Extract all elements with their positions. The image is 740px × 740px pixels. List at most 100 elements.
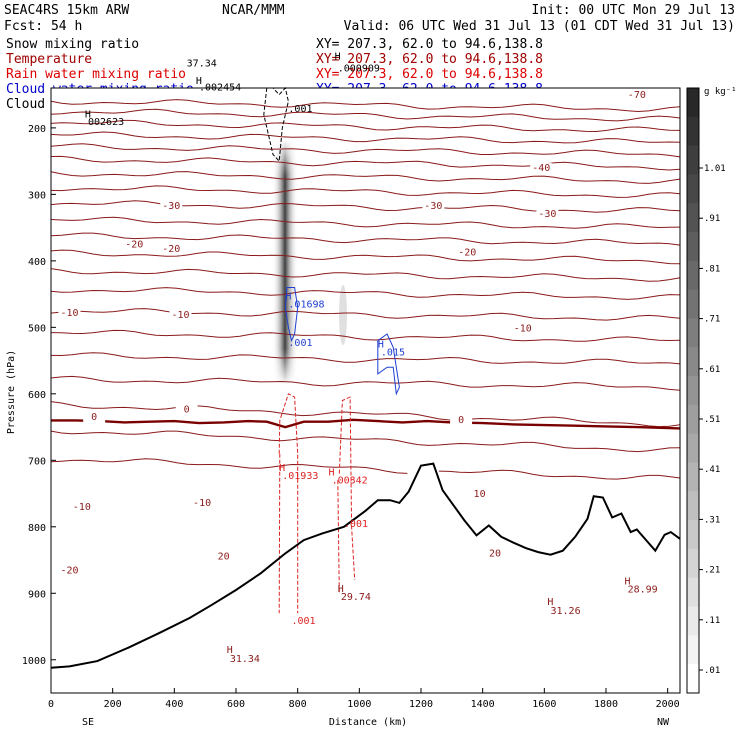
isotherm-label: 0 (91, 412, 97, 423)
y-tick-label: 1000 (22, 656, 46, 667)
isotherm-label-bg (530, 163, 553, 175)
isotherm-line (50, 108, 681, 122)
extremum-label: H (227, 645, 233, 656)
isotherm-label-bg (191, 498, 214, 510)
isotherm-label: -10 (60, 308, 78, 319)
colorbar-swatch (687, 577, 699, 608)
isotherm-label: -20 (162, 244, 180, 255)
isotherm-label-bg (212, 551, 235, 563)
isotherm-line (50, 249, 681, 265)
legend-field-xy: XY= 207.3, 62.0 to 94.6,138.8 (316, 67, 543, 82)
isotherm-label: -20 (458, 248, 476, 259)
freezing-level-line (51, 418, 681, 430)
plot-frame (50, 87, 681, 694)
isotherm-line (50, 375, 681, 391)
freezing-level-contour (51, 418, 681, 430)
isotherm-label: -10 (193, 498, 211, 509)
extremum-label: H (335, 51, 341, 62)
snow-column-shade (272, 140, 298, 385)
isotherm-label-bg (511, 323, 534, 335)
terrain-profile (50, 462, 681, 669)
x-tick-label: 400 (165, 699, 183, 710)
isotherm-label-bg (450, 415, 473, 427)
x-tick-label: 1600 (532, 699, 556, 710)
isotherm-label-bg (160, 201, 183, 212)
y-tick-label: 700 (28, 456, 46, 467)
x-tick-label: 600 (227, 699, 245, 710)
colorbar-swatch (687, 635, 699, 665)
isotherm-label: -10 (514, 323, 532, 334)
isotherm-label-bg (123, 239, 146, 251)
colorbar-swatch (687, 145, 699, 175)
isotherm-label: -20 (60, 565, 78, 576)
isotherm-label-bg (169, 310, 192, 322)
x-tick-label: 1800 (594, 699, 618, 710)
isotherm-line (50, 287, 681, 300)
y-tick-label: 400 (28, 257, 46, 268)
colorbar: g kg⁻¹ 1.01 .91 .81 .71 .61 .51 .41 .31 .21 .11 .01 (686, 87, 737, 694)
legend-field-name: Snow mixing ratio (6, 37, 139, 52)
isotherm-label: -30 (538, 209, 556, 220)
y-tick-label: 800 (28, 523, 46, 534)
terrain-line (50, 462, 681, 669)
x-tick-label: 1400 (471, 699, 495, 710)
isotherm-line (50, 232, 681, 246)
init-time: Init: 00 UTC Mon 29 Jul 13 (532, 3, 736, 18)
isotherm-line (50, 430, 681, 453)
isotherm-label-bg (484, 548, 506, 560)
colorbar-tick-label: .21 (704, 566, 720, 576)
colorbar-swatch (687, 606, 699, 636)
isotherm-label-bg (456, 247, 479, 259)
cloud-water-contour (284, 287, 299, 343)
y-tick-label: 300 (28, 190, 46, 201)
isotherm-label-bg (468, 488, 491, 500)
snow-mixing-contour (263, 86, 289, 163)
isotherm-label: 0 (184, 404, 190, 415)
extremum-label: 37.34 (187, 59, 217, 70)
extremum-label: .01933 (282, 471, 318, 482)
legend-field-name: Rain water mixing ratio (6, 67, 186, 82)
isotherm-label: 20 (489, 549, 501, 560)
isotherm-label-bg (58, 308, 81, 320)
forecast-hour: Fcst: 54 h (4, 19, 82, 34)
colorbar-tick-label: .31 (704, 515, 720, 525)
snow-secondary-shade (339, 285, 347, 345)
plot-area: -70 -40 -30 -30 -30 -20 -20 -20 -10 -10 -10 0 0 0 -10 -… (50, 51, 681, 694)
valid-time: Valid: 06 UTC Wed 31 Jul 13 (01 CDT Wed … (344, 19, 735, 34)
isotherm-label: 0 (458, 415, 464, 426)
isotherm-label-bg (536, 208, 559, 220)
colorbar-tick-label: 1.01 (704, 164, 726, 174)
x-tick-label: 0 (48, 699, 54, 710)
colorbar-tick-label: .41 (704, 465, 720, 475)
legend-field-xy: XY= 207.3, 62.0 to 94.6,138.8 (316, 52, 543, 67)
colorbar-swatch (687, 289, 699, 319)
isotherm-label: -70 (628, 90, 646, 101)
x-axis-title: Distance (km) (329, 717, 407, 728)
isotherm-label-bg (58, 565, 81, 577)
colorbar-swatch (687, 232, 699, 262)
extremum-label: .001 (344, 519, 368, 530)
extremum-label: H (625, 577, 631, 588)
rain-mixing-contour (338, 396, 356, 581)
legend-field-xy: XY= 207.3, 62.0 to 94.6,138.8 (316, 37, 543, 52)
isotherm-line (50, 216, 681, 229)
center-title: NCAR/MMM (222, 3, 285, 18)
extremum-label: 31.26 (551, 606, 581, 617)
isotherm-line (50, 143, 681, 158)
colorbar-swatch (687, 318, 699, 348)
isotherm-label: 20 (218, 551, 230, 562)
colorbar-swatch (687, 664, 699, 694)
hydrometeor-contours (263, 86, 400, 614)
x-tick-label: 800 (289, 699, 307, 710)
isotherm-label: -10 (171, 310, 189, 321)
colorbar-swatch (687, 203, 699, 233)
colorbar-swatch (687, 347, 699, 377)
x-axis-right-end-label: NW (657, 717, 670, 728)
cloud-water-contour (377, 333, 400, 396)
extremum-label: H (338, 584, 344, 595)
extremum-label: 28.99 (628, 585, 658, 596)
isotherm-label-bg (175, 404, 198, 416)
plot-background (51, 88, 680, 693)
y-tick-label: 500 (28, 323, 46, 334)
